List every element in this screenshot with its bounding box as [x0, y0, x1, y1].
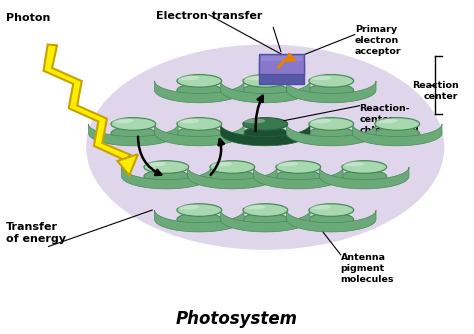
Ellipse shape — [342, 170, 387, 183]
FancyBboxPatch shape — [261, 56, 302, 61]
Polygon shape — [118, 154, 138, 175]
Ellipse shape — [210, 161, 232, 166]
Ellipse shape — [144, 170, 189, 183]
Ellipse shape — [177, 75, 199, 80]
Ellipse shape — [177, 127, 222, 140]
Ellipse shape — [86, 44, 444, 250]
Text: Photosystem: Photosystem — [176, 310, 298, 328]
Polygon shape — [286, 124, 376, 146]
Polygon shape — [220, 210, 310, 232]
Ellipse shape — [243, 84, 288, 97]
Ellipse shape — [177, 84, 222, 97]
Ellipse shape — [243, 75, 265, 80]
Ellipse shape — [276, 161, 298, 166]
Polygon shape — [155, 210, 244, 232]
Polygon shape — [254, 167, 343, 189]
Ellipse shape — [177, 118, 222, 130]
Ellipse shape — [243, 204, 265, 209]
Polygon shape — [155, 81, 244, 103]
Ellipse shape — [243, 118, 288, 130]
Ellipse shape — [243, 204, 288, 216]
FancyBboxPatch shape — [259, 54, 304, 74]
Polygon shape — [155, 124, 244, 146]
Ellipse shape — [111, 118, 156, 130]
Ellipse shape — [144, 161, 189, 173]
Text: Reaction-
center
chlorophyll: Reaction- center chlorophyll — [359, 104, 419, 135]
Ellipse shape — [375, 127, 419, 140]
Ellipse shape — [276, 170, 320, 183]
Ellipse shape — [177, 74, 222, 87]
Polygon shape — [319, 167, 409, 189]
Polygon shape — [286, 210, 376, 232]
Ellipse shape — [309, 204, 331, 209]
Ellipse shape — [177, 213, 222, 226]
Polygon shape — [188, 167, 277, 189]
Ellipse shape — [309, 204, 354, 216]
Text: Photon: Photon — [6, 13, 50, 23]
Polygon shape — [286, 81, 376, 103]
Polygon shape — [220, 81, 310, 103]
Ellipse shape — [309, 74, 354, 87]
Ellipse shape — [177, 204, 199, 209]
Ellipse shape — [144, 161, 166, 166]
Ellipse shape — [309, 213, 354, 226]
Text: Reaction
center: Reaction center — [412, 81, 458, 101]
Text: Electron transfer: Electron transfer — [155, 11, 262, 21]
Ellipse shape — [309, 118, 331, 123]
Polygon shape — [353, 124, 442, 146]
Ellipse shape — [342, 161, 387, 173]
Ellipse shape — [309, 118, 354, 130]
Text: Transfer
of energy: Transfer of energy — [6, 222, 66, 244]
Ellipse shape — [210, 170, 255, 183]
Ellipse shape — [111, 118, 133, 123]
Ellipse shape — [243, 118, 265, 123]
Ellipse shape — [243, 127, 288, 140]
Ellipse shape — [309, 75, 331, 80]
Text: Antenna
pigment
molecules: Antenna pigment molecules — [341, 253, 394, 284]
Ellipse shape — [177, 118, 199, 123]
Ellipse shape — [342, 161, 364, 166]
Polygon shape — [220, 124, 310, 146]
Ellipse shape — [243, 213, 288, 226]
Polygon shape — [89, 124, 178, 146]
Ellipse shape — [375, 118, 397, 123]
Ellipse shape — [111, 127, 156, 140]
Polygon shape — [44, 44, 130, 160]
FancyBboxPatch shape — [259, 62, 304, 84]
Ellipse shape — [177, 204, 222, 216]
Ellipse shape — [210, 161, 255, 173]
Ellipse shape — [276, 161, 320, 173]
Text: Primary
electron
acceptor: Primary electron acceptor — [355, 25, 401, 56]
Polygon shape — [121, 167, 211, 189]
Ellipse shape — [309, 84, 354, 97]
Ellipse shape — [375, 118, 419, 130]
Ellipse shape — [309, 127, 354, 140]
Ellipse shape — [243, 74, 288, 87]
